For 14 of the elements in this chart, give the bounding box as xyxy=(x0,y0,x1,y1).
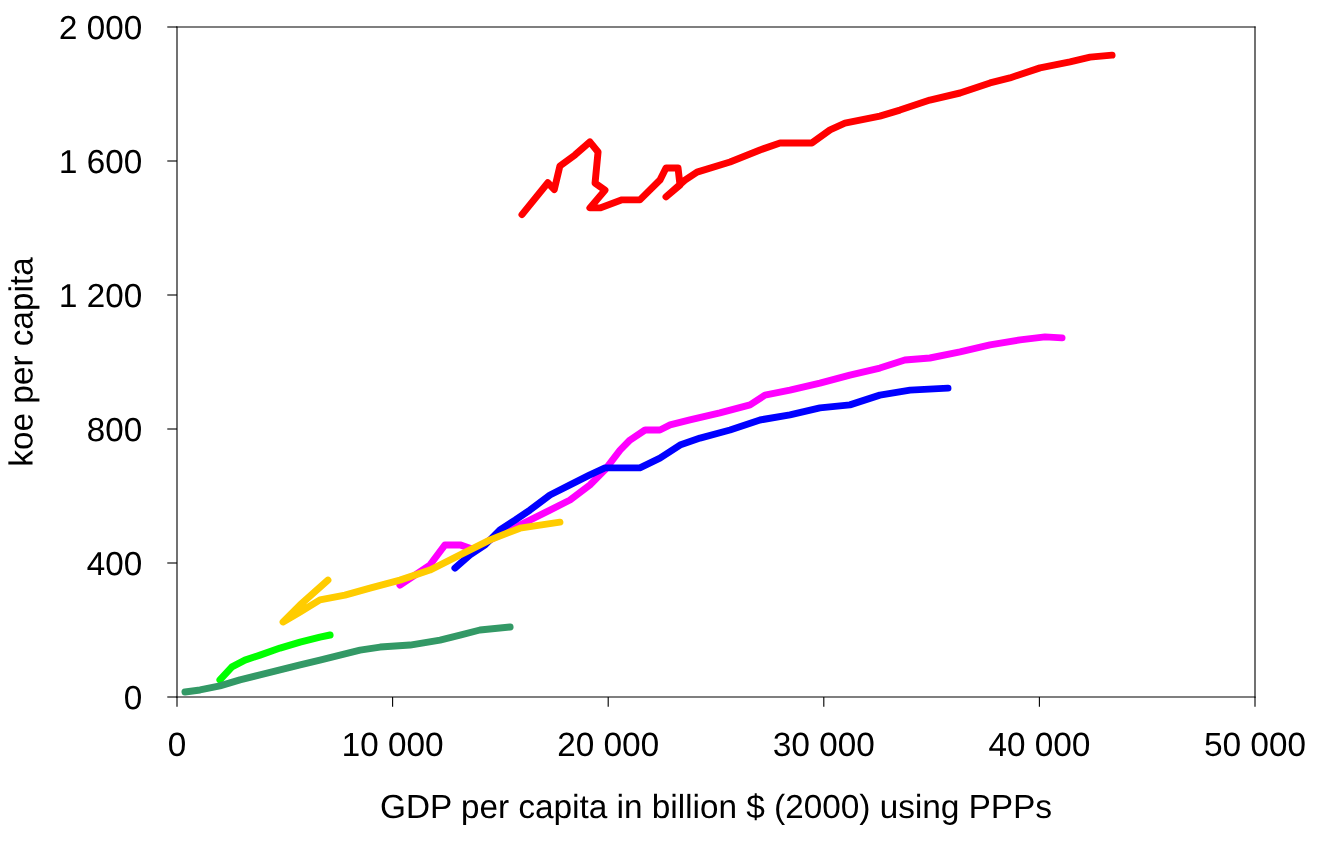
y-tick-label: 0 xyxy=(125,685,141,710)
x-tick-label: 20 000 xyxy=(558,732,658,757)
x-tick-label: 30 000 xyxy=(774,732,874,757)
x-axis-title: GDP per capita in billion $ (2000) using PPPs xyxy=(381,793,1051,825)
x-tick-label: 10 000 xyxy=(344,732,443,757)
y-tick-label: 800 xyxy=(88,417,141,442)
x-tick-label: 0 xyxy=(169,732,185,757)
y-tick-label: 400 xyxy=(87,551,141,576)
y-tick-label: 1 200 xyxy=(61,283,141,308)
y-tick-label: 2 000 xyxy=(60,15,141,40)
x-tick-label: 40 000 xyxy=(989,732,1090,757)
y-axis-title: koe per capita xyxy=(8,257,40,465)
x-tick-label: 50 000 xyxy=(1205,732,1305,757)
y-tick-label: 1 600 xyxy=(61,149,141,174)
